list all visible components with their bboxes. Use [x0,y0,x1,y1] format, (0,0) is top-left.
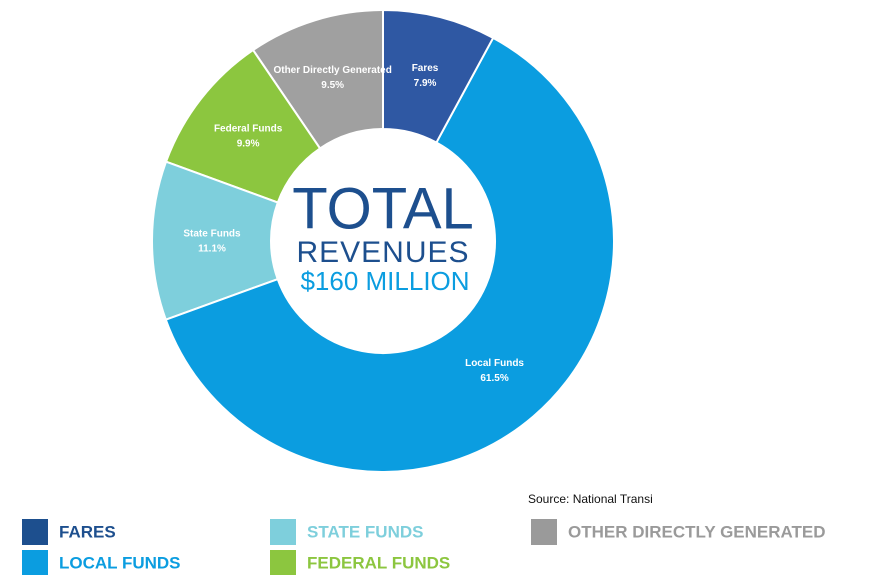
segment-value-label: 61.5% [480,373,508,384]
segment-name: State Funds [183,228,241,239]
source: Source: National Transi [528,492,653,506]
segment-value-label: 9.5% [321,80,344,91]
segment-name: Other Directly Generated [273,65,391,76]
donut-segment [382,8,495,144]
center-title-3: $160 MILLION [300,266,469,296]
legend-label: STATE FUNDS [307,522,423,541]
legend-label: OTHER DIRECTLY GENERATED [568,522,826,541]
segment-name: Local Funds [465,358,524,369]
segment-value-label: 7.9% [414,78,437,89]
legend-swatch [531,519,557,545]
legend-label: LOCAL FUNDS [59,553,181,572]
segment-name: Fares [412,63,439,74]
center-title-2: REVENUES [296,236,469,269]
segment-name: Federal Funds [214,124,283,135]
legend-label: FEDERAL FUNDS [307,553,450,572]
segment-value-label: 9.9% [237,139,260,150]
legend-swatch [270,519,296,545]
legend-swatch [22,519,48,545]
donut-segment [164,48,322,204]
legend-label: FARES [59,522,116,541]
donut-segment [164,36,615,473]
legend-swatch [22,550,48,575]
segment-value-label: 11.1% [198,243,226,254]
center-title-1: TOTAL [292,176,474,241]
donut-segment [151,160,280,321]
legend-swatch [270,550,296,575]
